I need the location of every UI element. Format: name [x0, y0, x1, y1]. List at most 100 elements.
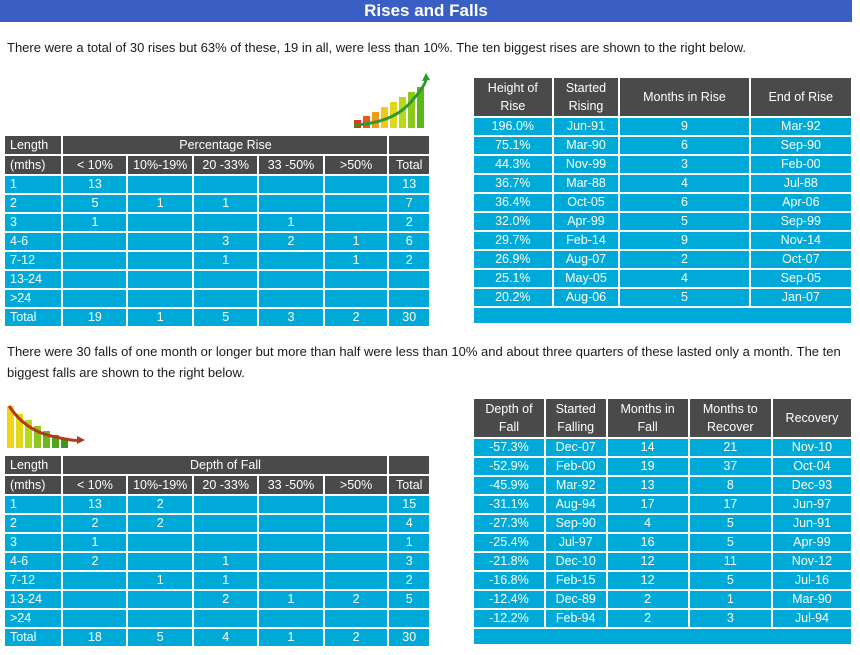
table-cell: -12.4%	[474, 591, 544, 608]
column-header: Months in Rise	[620, 78, 749, 116]
table-cell: Aug-07	[553, 251, 619, 268]
table-cell: 8	[689, 477, 771, 494]
table-row: 4-6 3 2 1 6	[5, 233, 429, 250]
table-cell: Nov-12	[772, 553, 851, 570]
table-cell: 14	[607, 439, 688, 456]
table-cell: 2	[607, 591, 688, 608]
table-row: -16.8% Feb-15 12 5 Jul-16	[474, 572, 851, 589]
column-header: 33 -50%	[259, 476, 323, 494]
table-cell: Nov-99	[553, 156, 619, 173]
table-cell: 1	[689, 591, 771, 608]
table-cell	[128, 252, 193, 269]
table-row: 20.2% Aug-06 5 Jan-07	[474, 289, 851, 306]
table-cell: 32.0%	[474, 213, 552, 230]
column-header-line: Depth of	[485, 402, 533, 416]
row-label: 7-12	[5, 252, 62, 269]
table-cell: 1	[128, 309, 193, 326]
table-row: 36.7% Mar-88 4 Jul-88	[474, 175, 851, 192]
column-header: < 10%	[63, 476, 127, 494]
table-cell: 2	[607, 610, 688, 627]
table-cell: Jul-97	[545, 534, 606, 551]
table-cell	[194, 496, 258, 513]
table-cell: 9	[620, 118, 749, 135]
table-cell: Mar-92	[750, 118, 851, 135]
table-cell: Dec-07	[545, 439, 606, 456]
row-total: 15	[389, 496, 429, 513]
table-row: -21.8% Dec-10 12 11 Nov-12	[474, 553, 851, 570]
table-cell: 3	[259, 309, 323, 326]
column-header: Started Rising	[553, 78, 619, 116]
footer-cell	[474, 308, 851, 323]
row-total: 30	[389, 309, 429, 326]
table-cell	[324, 195, 388, 212]
table-cell: 2	[194, 591, 258, 608]
table-cell	[63, 271, 127, 288]
column-header-line: Falling	[557, 420, 595, 434]
table-cell: Jun-91	[553, 118, 619, 135]
table-cell: 12	[607, 553, 688, 570]
header-row: Length Percentage Rise	[5, 136, 429, 154]
page-title: Rises and Falls	[364, 1, 488, 20]
table-cell	[324, 290, 388, 307]
table-cell: Oct-04	[772, 458, 851, 475]
table-row: Total 18 5 4 1 2 30	[5, 629, 429, 646]
table-cell: Jan-07	[750, 289, 851, 306]
table-cell	[128, 553, 193, 570]
table-cell	[63, 591, 127, 608]
table-cell: 1	[194, 553, 258, 570]
table-row: 7-12 1 1 2	[5, 252, 429, 269]
subheader-row: (mths) < 10% 10%-19% 20 -33% 33 -50% >50% Tota…	[5, 476, 429, 494]
table-cell	[63, 252, 127, 269]
table-row: 1 13 2 15	[5, 496, 429, 513]
table-cell: 3	[194, 233, 258, 250]
header-blank	[389, 456, 429, 474]
table-cell: 19	[63, 309, 127, 326]
table-cell: Apr-99	[772, 534, 851, 551]
column-header: 33 -50%	[259, 156, 323, 174]
table-cell: 36.7%	[474, 175, 552, 192]
column-header-line: Months to	[702, 402, 758, 416]
footer-cell	[474, 629, 851, 644]
table-cell: Dec-89	[545, 591, 606, 608]
column-header-line: Rising	[568, 99, 604, 113]
table-cell	[259, 271, 323, 288]
footer-row	[474, 629, 851, 644]
row-label: >24	[5, 290, 62, 307]
subheader-row: (mths) < 10% 10%-19% 20 -33% 33 -50% >50% Tota…	[5, 156, 429, 174]
table-cell: -27.3%	[474, 515, 544, 532]
table-cell: 2	[63, 553, 127, 570]
row-total: 30	[389, 629, 429, 646]
table-cell: Mar-92	[545, 477, 606, 494]
table-cell: 5	[63, 195, 127, 212]
table-cell	[259, 195, 323, 212]
table-row: 44.3% Nov-99 3 Feb-00	[474, 156, 851, 173]
table-cell	[63, 572, 127, 589]
table-cell	[194, 176, 258, 193]
row-label: 3	[5, 214, 62, 231]
header-row: Length Depth of Fall	[5, 456, 429, 474]
table-cell: -31.1%	[474, 496, 544, 513]
table-cell: 5	[689, 515, 771, 532]
table-cell: 6	[620, 194, 749, 211]
table-cell: 2	[128, 496, 193, 513]
row-label: 13-24	[5, 271, 62, 288]
table-cell: 2	[63, 515, 127, 532]
row-total: 6	[389, 233, 429, 250]
table-cell	[324, 176, 388, 193]
table-cell: 26.9%	[474, 251, 552, 268]
column-header-line: Recovery	[785, 411, 839, 425]
table-cell	[324, 271, 388, 288]
column-header: >50%	[324, 476, 388, 494]
table-cell	[259, 252, 323, 269]
column-header: Months in Fall	[607, 399, 688, 437]
falls-distribution-table: Length Depth of Fall (mths) < 10% 10%-19% 20 …	[3, 454, 431, 648]
table-cell: 3	[620, 156, 749, 173]
row-total: 2	[389, 252, 429, 269]
table-cell: 1	[63, 534, 127, 551]
table-cell	[128, 610, 193, 627]
table-cell: 5	[689, 572, 771, 589]
table-cell	[259, 515, 323, 532]
table-cell: Sep-99	[750, 213, 851, 230]
